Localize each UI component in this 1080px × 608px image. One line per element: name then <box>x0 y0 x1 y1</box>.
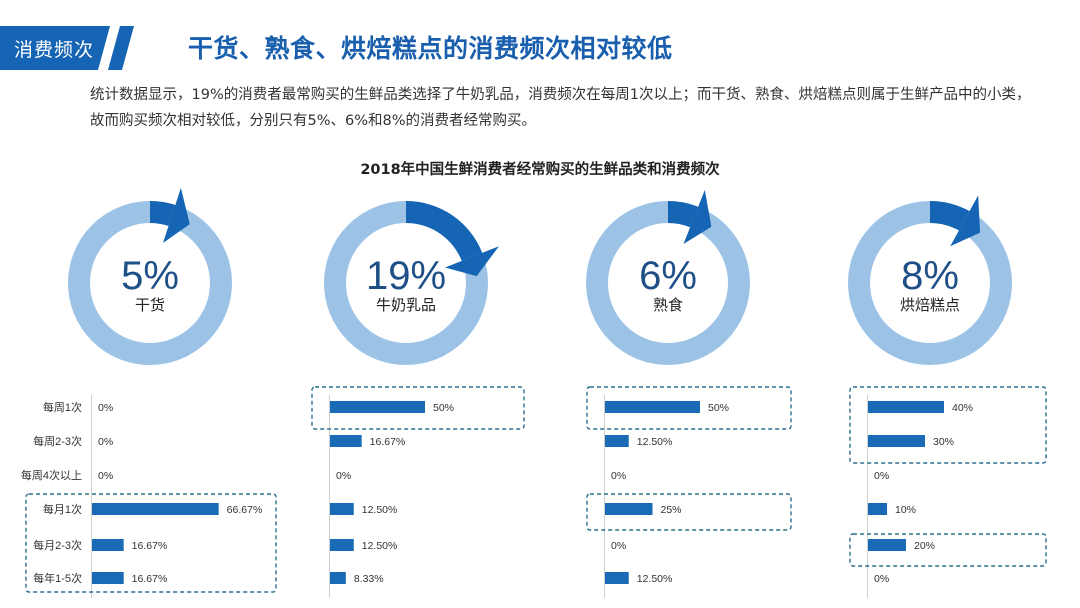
category-label: 每年1-5次 <box>33 571 82 585</box>
ring-arrow-3 <box>683 190 712 244</box>
bar-value-label: 16.67% <box>132 540 168 552</box>
bar-value-label: 66.67% <box>227 504 263 516</box>
category-label: 每周1次 <box>43 400 82 414</box>
ring-share-arc-1 <box>150 201 176 226</box>
ring-share-value: 5% <box>121 254 179 298</box>
bar-2-4 <box>330 503 354 515</box>
bar-value-label: 16.67% <box>370 436 406 448</box>
bar-4-4 <box>868 503 887 515</box>
bar-3-4 <box>605 503 653 515</box>
bar-value-label: 12.50% <box>637 436 673 448</box>
section-tag-shape <box>0 26 134 70</box>
bar-3-6 <box>605 572 629 584</box>
bar-3-1 <box>605 401 700 413</box>
bar-value-label: 20% <box>914 540 935 552</box>
category-label: 每周4次以上 <box>21 468 82 482</box>
chart-title: 2018年中国生鲜消费者经常购买的生鲜品类和消费频次 <box>360 162 720 178</box>
bar-value-label: 30% <box>933 436 954 448</box>
ring-category-label: 牛奶乳品 <box>376 297 436 314</box>
bar-value-label: 0% <box>98 436 113 448</box>
highlight-box-4 <box>586 493 792 531</box>
bar-2-2 <box>330 435 362 447</box>
ring-arrow-4 <box>950 195 981 247</box>
bar-value-label: 16.67% <box>132 573 168 585</box>
ring-share-value: 8% <box>901 254 959 298</box>
ring-share-arc-3 <box>668 201 699 228</box>
bar-2-6 <box>330 572 346 584</box>
highlight-box-2 <box>311 386 525 430</box>
ring-share-value: 19% <box>366 254 446 298</box>
bar-value-label: 40% <box>952 402 973 414</box>
bar-value-label: 0% <box>874 470 889 482</box>
bar-value-label: 0% <box>611 470 626 482</box>
bar-value-label: 12.50% <box>362 540 398 552</box>
bar-4-5 <box>868 539 906 551</box>
bar-value-label: 50% <box>433 402 454 414</box>
bar-value-label: 8.33% <box>354 573 384 585</box>
ring-category-label: 熟食 <box>653 297 683 314</box>
bar-2-5 <box>330 539 354 551</box>
bar-value-label: 50% <box>708 402 729 414</box>
bar-4-2 <box>868 435 925 447</box>
section-tag-label: 消费频次 <box>14 39 95 61</box>
bar-3-2 <box>605 435 629 447</box>
bar-4-1 <box>868 401 944 413</box>
bar-value-label: 0% <box>611 540 626 552</box>
ring-share-arc-4 <box>930 201 970 231</box>
bar-value-label: 12.50% <box>362 504 398 516</box>
bar-value-label: 0% <box>874 573 889 585</box>
bar-1-4 <box>92 503 219 515</box>
bar-value-label: 10% <box>895 504 916 516</box>
highlight-box-5 <box>849 386 1047 464</box>
bar-value-label: 12.50% <box>637 573 673 585</box>
ring-category-label: 干货 <box>135 297 165 314</box>
ring-share-arc-2 <box>406 201 483 261</box>
bar-value-label: 25% <box>661 504 682 516</box>
section-tag: 消费频次 <box>0 26 150 70</box>
bar-value-label: 0% <box>98 470 113 482</box>
ring-share-value: 6% <box>639 254 697 298</box>
category-label: 每周2-3次 <box>33 434 82 448</box>
bar-1-5 <box>92 539 124 551</box>
highlight-box-1 <box>25 493 277 593</box>
bar-1-6 <box>92 572 124 584</box>
highlight-box-3 <box>586 386 792 430</box>
highlight-box-6 <box>849 533 1047 567</box>
bar-value-label: 0% <box>98 402 113 414</box>
bar-2-1 <box>330 401 425 413</box>
bar-value-label: 0% <box>336 470 351 482</box>
ring-category-label: 烘焙糕点 <box>900 297 960 314</box>
intro-text: 统计数据显示，19%的消费者最常购买的生鲜品类选择了牛奶乳品，消费频次在每周1次… <box>90 87 1031 129</box>
ring-arrow-1 <box>162 187 190 244</box>
ring-arrow-2 <box>445 246 499 277</box>
category-label: 每月1次 <box>43 502 82 516</box>
page-title: 干货、熟食、烘焙糕点的消费频次相对较低 <box>188 34 673 63</box>
category-label: 每月2-3次 <box>33 538 82 552</box>
